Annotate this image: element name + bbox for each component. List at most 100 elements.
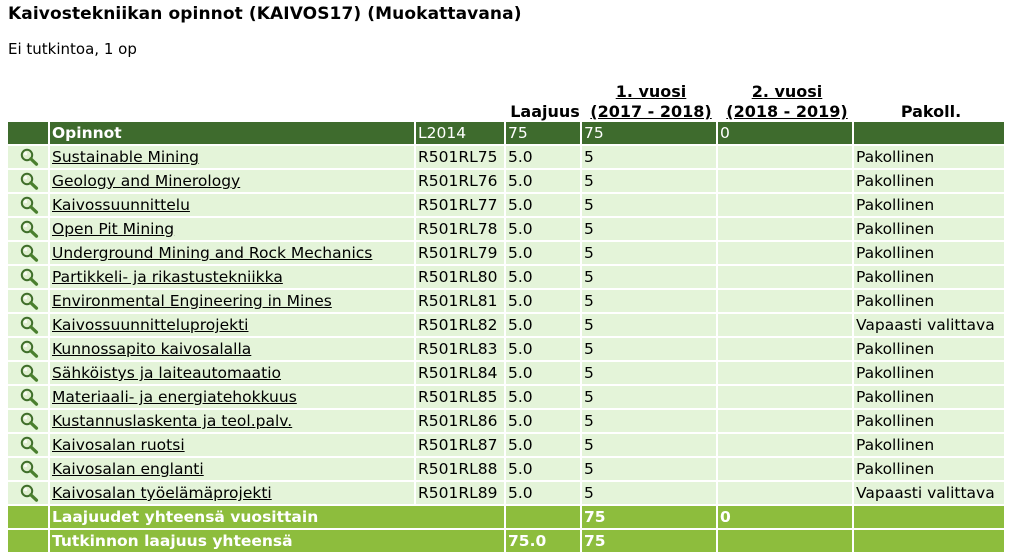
- course-year2: [718, 384, 854, 408]
- course-details-cell[interactable]: [8, 216, 50, 240]
- course-row: Environmental Engineering in Mines R501RL…: [8, 288, 1006, 312]
- magnifier-icon[interactable]: [19, 316, 39, 335]
- course-row: Kaivossuunnitteluprojekti R501RL82 5.0 5 Vap…: [8, 312, 1006, 336]
- course-details-cell[interactable]: [8, 168, 50, 192]
- course-details-cell[interactable]: [8, 312, 50, 336]
- course-name-link[interactable]: Kunnossapito kaivosalalla: [52, 340, 252, 358]
- summary-total-icon-cell: [8, 528, 50, 552]
- course-details-cell[interactable]: [8, 144, 50, 168]
- course-name-cell: Sustainable Mining: [50, 144, 416, 168]
- course-year2: [718, 312, 854, 336]
- magnifier-icon[interactable]: [19, 244, 39, 263]
- course-name-cell: Kaivossuunnitteluprojekti: [50, 312, 416, 336]
- course-details-cell[interactable]: [8, 480, 50, 504]
- course-name-link[interactable]: Materiaali- ja energiatehokkuus: [52, 388, 297, 406]
- course-year2: [718, 456, 854, 480]
- magnifier-icon[interactable]: [19, 388, 39, 407]
- course-code: R501RL87: [416, 432, 506, 456]
- course-type: Pakollinen: [854, 168, 1006, 192]
- magnifier-icon[interactable]: [19, 460, 39, 479]
- magnifier-icon[interactable]: [19, 364, 39, 383]
- course-year1: 5: [582, 192, 718, 216]
- header-name-col: [50, 78, 416, 122]
- course-details-cell[interactable]: [8, 360, 50, 384]
- group-name: Opinnot: [50, 122, 416, 144]
- course-name-cell: Kustannuslaskenta ja teol.palv.: [50, 408, 416, 432]
- course-details-cell[interactable]: [8, 432, 50, 456]
- header-year1[interactable]: 1. vuosi (2017 - 2018): [582, 78, 718, 122]
- magnifier-icon[interactable]: [19, 412, 39, 431]
- course-row: Partikkeli- ja rikastustekniikka R501RL80…: [8, 264, 1006, 288]
- magnifier-icon[interactable]: [19, 340, 39, 359]
- course-year1: 5: [582, 144, 718, 168]
- course-details-cell[interactable]: [8, 336, 50, 360]
- course-type: Pakollinen: [854, 264, 1006, 288]
- year1-link-line2[interactable]: (2017 - 2018): [590, 102, 712, 121]
- course-code: R501RL82: [416, 312, 506, 336]
- magnifier-icon[interactable]: [19, 268, 39, 287]
- course-name-link[interactable]: Sähköistys ja laiteautomaatio: [52, 364, 282, 382]
- course-laajuus: 5.0: [506, 408, 582, 432]
- course-row: Kaivosalan ruotsi R501RL87 5.0 5 Pakollinen: [8, 432, 1006, 456]
- magnifier-icon[interactable]: [19, 436, 39, 455]
- course-laajuus: 5.0: [506, 432, 582, 456]
- course-details-cell[interactable]: [8, 288, 50, 312]
- magnifier-icon[interactable]: [19, 148, 39, 167]
- course-type: Pakollinen: [854, 336, 1006, 360]
- magnifier-icon[interactable]: [19, 484, 39, 503]
- course-name-link[interactable]: Open Pit Mining: [52, 220, 175, 238]
- course-row: Geology and Minerology R501RL76 5.0 5 Pakoll…: [8, 168, 1006, 192]
- course-year2: [718, 432, 854, 456]
- course-name-link[interactable]: Kustannuslaskenta ja teol.palv.: [52, 412, 293, 430]
- course-name-link[interactable]: Kaivosalan ruotsi: [52, 436, 185, 454]
- magnifier-icon[interactable]: [19, 172, 39, 191]
- course-details-cell[interactable]: [8, 384, 50, 408]
- year1-link-line1[interactable]: 1. vuosi: [615, 82, 687, 101]
- course-name-link[interactable]: Kaivosalan englanti: [52, 460, 204, 478]
- course-laajuus: 5.0: [506, 144, 582, 168]
- course-details-cell[interactable]: [8, 456, 50, 480]
- course-row: Sustainable Mining R501RL75 5.0 5 Pakollinen: [8, 144, 1006, 168]
- group-icon-cell: [8, 122, 50, 144]
- course-laajuus: 5.0: [506, 360, 582, 384]
- header-icon-col: [8, 78, 50, 122]
- course-code: R501RL81: [416, 288, 506, 312]
- summary-total-pakoll: [854, 528, 1006, 552]
- course-name-link[interactable]: Geology and Minerology: [52, 172, 241, 190]
- course-row: Kunnossapito kaivosalalla R501RL83 5.0 5 Pak…: [8, 336, 1006, 360]
- header-year2[interactable]: 2. vuosi (2018 - 2019): [718, 78, 854, 122]
- course-type: Pakollinen: [854, 408, 1006, 432]
- magnifier-icon[interactable]: [19, 220, 39, 239]
- course-name-link[interactable]: Kaivossuunnitteluprojekti: [52, 316, 249, 334]
- magnifier-icon[interactable]: [19, 196, 39, 215]
- course-year2: [718, 480, 854, 504]
- course-name-cell: Kaivosalan ruotsi: [50, 432, 416, 456]
- summary-icon-cell: [8, 504, 50, 528]
- course-name-link[interactable]: Sustainable Mining: [52, 148, 200, 166]
- group-row: Opinnot L2014 75 75 0: [8, 122, 1006, 144]
- course-name-link[interactable]: Underground Mining and Rock Mechanics: [52, 244, 373, 262]
- group-laajuus: 75: [506, 122, 582, 144]
- course-name-link[interactable]: Environmental Engineering in Mines: [52, 292, 332, 310]
- course-name-cell: Underground Mining and Rock Mechanics: [50, 240, 416, 264]
- year2-link-line1[interactable]: 2. vuosi: [751, 82, 823, 101]
- summary-total-year2: [718, 528, 854, 552]
- course-name-cell: Partikkeli- ja rikastustekniikka: [50, 264, 416, 288]
- course-year1: 5: [582, 264, 718, 288]
- course-name-link[interactable]: Kaivosalan työelämäprojekti: [52, 484, 272, 502]
- year2-link-line2[interactable]: (2018 - 2019): [726, 102, 848, 121]
- course-details-cell[interactable]: [8, 240, 50, 264]
- course-name-cell: Environmental Engineering in Mines: [50, 288, 416, 312]
- course-details-cell[interactable]: [8, 264, 50, 288]
- course-year1: 5: [582, 168, 718, 192]
- course-name-cell: Geology and Minerology: [50, 168, 416, 192]
- course-laajuus: 5.0: [506, 240, 582, 264]
- course-type: Pakollinen: [854, 432, 1006, 456]
- magnifier-icon[interactable]: [19, 292, 39, 311]
- course-details-cell[interactable]: [8, 408, 50, 432]
- course-year1: 5: [582, 384, 718, 408]
- course-name-link[interactable]: Kaivossuunnittelu: [52, 196, 190, 214]
- course-code: R501RL83: [416, 336, 506, 360]
- course-details-cell[interactable]: [8, 192, 50, 216]
- course-name-link[interactable]: Partikkeli- ja rikastustekniikka: [52, 268, 283, 286]
